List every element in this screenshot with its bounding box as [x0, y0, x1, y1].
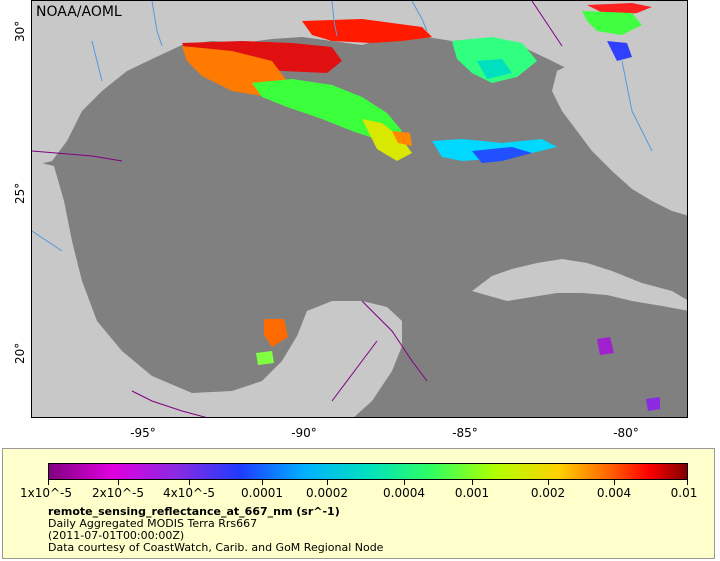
border-lines — [32, 1, 563, 417]
florida-land — [552, 1, 687, 216]
colorbar-label: 2x10^-5 — [91, 486, 145, 500]
colorbar-tick — [614, 480, 615, 485]
colorbar — [48, 463, 688, 480]
data-patch-atlantic-green — [582, 11, 642, 35]
data-patch-caribbean-purple-2 — [646, 397, 660, 411]
mexico-land — [32, 161, 402, 417]
legend-credit-line: Data courtesy of CoastWatch, Carib. and … — [48, 541, 384, 554]
data-patch-yucatan-orange — [264, 319, 288, 347]
reflectance-data-layer — [182, 3, 660, 411]
colorbar-tick — [472, 480, 473, 485]
colorbar-label: 0.0001 — [241, 486, 283, 500]
data-patch-louisiana-red — [182, 41, 342, 73]
colorbar-label: 0.004 — [596, 486, 632, 500]
colorbar-tick — [687, 480, 688, 485]
us-gulf-coast-land — [32, 1, 592, 166]
colorbar-tick — [189, 480, 190, 485]
colorbar-label: 0.0002 — [306, 486, 348, 500]
data-patch-caribbean-purple — [597, 337, 614, 355]
colorbar-label: 0.001 — [454, 486, 490, 500]
variable-title: remote_sensing_reflectance_at_667_nm (sr… — [48, 505, 340, 518]
river-lines — [32, 1, 653, 252]
map-canvas[interactable] — [31, 0, 688, 418]
colorbar-tick — [404, 480, 405, 485]
lat-tick-30: 30° — [13, 20, 27, 42]
legend-date-line: (2011-07-01T00:00:00Z) — [48, 529, 185, 542]
data-patch-apalachicola-cyan — [477, 59, 512, 79]
lat-tick-20: 20° — [13, 342, 27, 364]
bahamas-land — [662, 116, 684, 141]
colorbar-tick — [262, 480, 263, 485]
colorbar-label: 4x10^-5 — [162, 486, 216, 500]
lon-tick-95: -95° — [130, 426, 156, 440]
map-brand-label: NOAA/AOML — [36, 4, 122, 20]
lon-tick-80: -80° — [613, 426, 639, 440]
colorbar-label: 0.01 — [670, 486, 698, 500]
colorbar-label: 1x10^-5 — [19, 486, 73, 500]
data-patch-tampa-blue — [472, 147, 532, 163]
data-patch-mid-green — [252, 79, 402, 141]
data-patch-yucatan-green — [256, 351, 274, 365]
legend-product-line: Daily Aggregated MODIS Terra Rrs667 — [48, 517, 258, 530]
colorbar-tick — [118, 480, 119, 485]
lat-tick-25: 25° — [13, 182, 27, 204]
data-patch-orange-east — [392, 131, 412, 146]
cuba-land — [472, 259, 687, 311]
colorbar-tick — [327, 480, 328, 485]
lon-tick-85: -85° — [452, 426, 478, 440]
colorbar-label: 0.0004 — [383, 486, 425, 500]
colorbar-tick — [548, 480, 549, 485]
colorbar-tick — [48, 480, 49, 485]
lon-tick-90: -90° — [291, 426, 317, 440]
data-patch-yellow — [362, 119, 412, 161]
colorbar-label: 0.002 — [530, 486, 566, 500]
data-patch-atlantic-blue — [607, 41, 632, 61]
